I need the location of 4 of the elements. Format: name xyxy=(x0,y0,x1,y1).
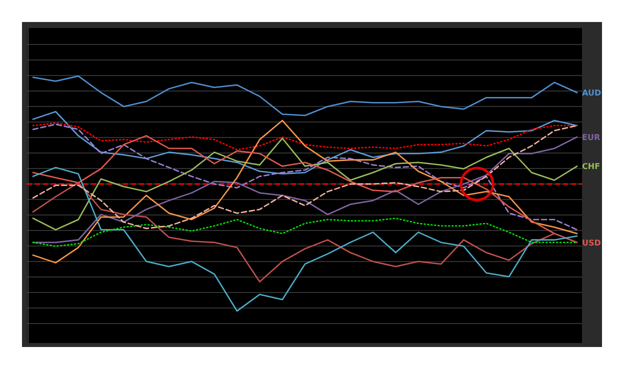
series-label: AUD xyxy=(582,88,602,98)
series-label: EUR xyxy=(582,133,600,142)
series-label: USD xyxy=(582,238,602,248)
series-label: CHF xyxy=(582,162,600,172)
